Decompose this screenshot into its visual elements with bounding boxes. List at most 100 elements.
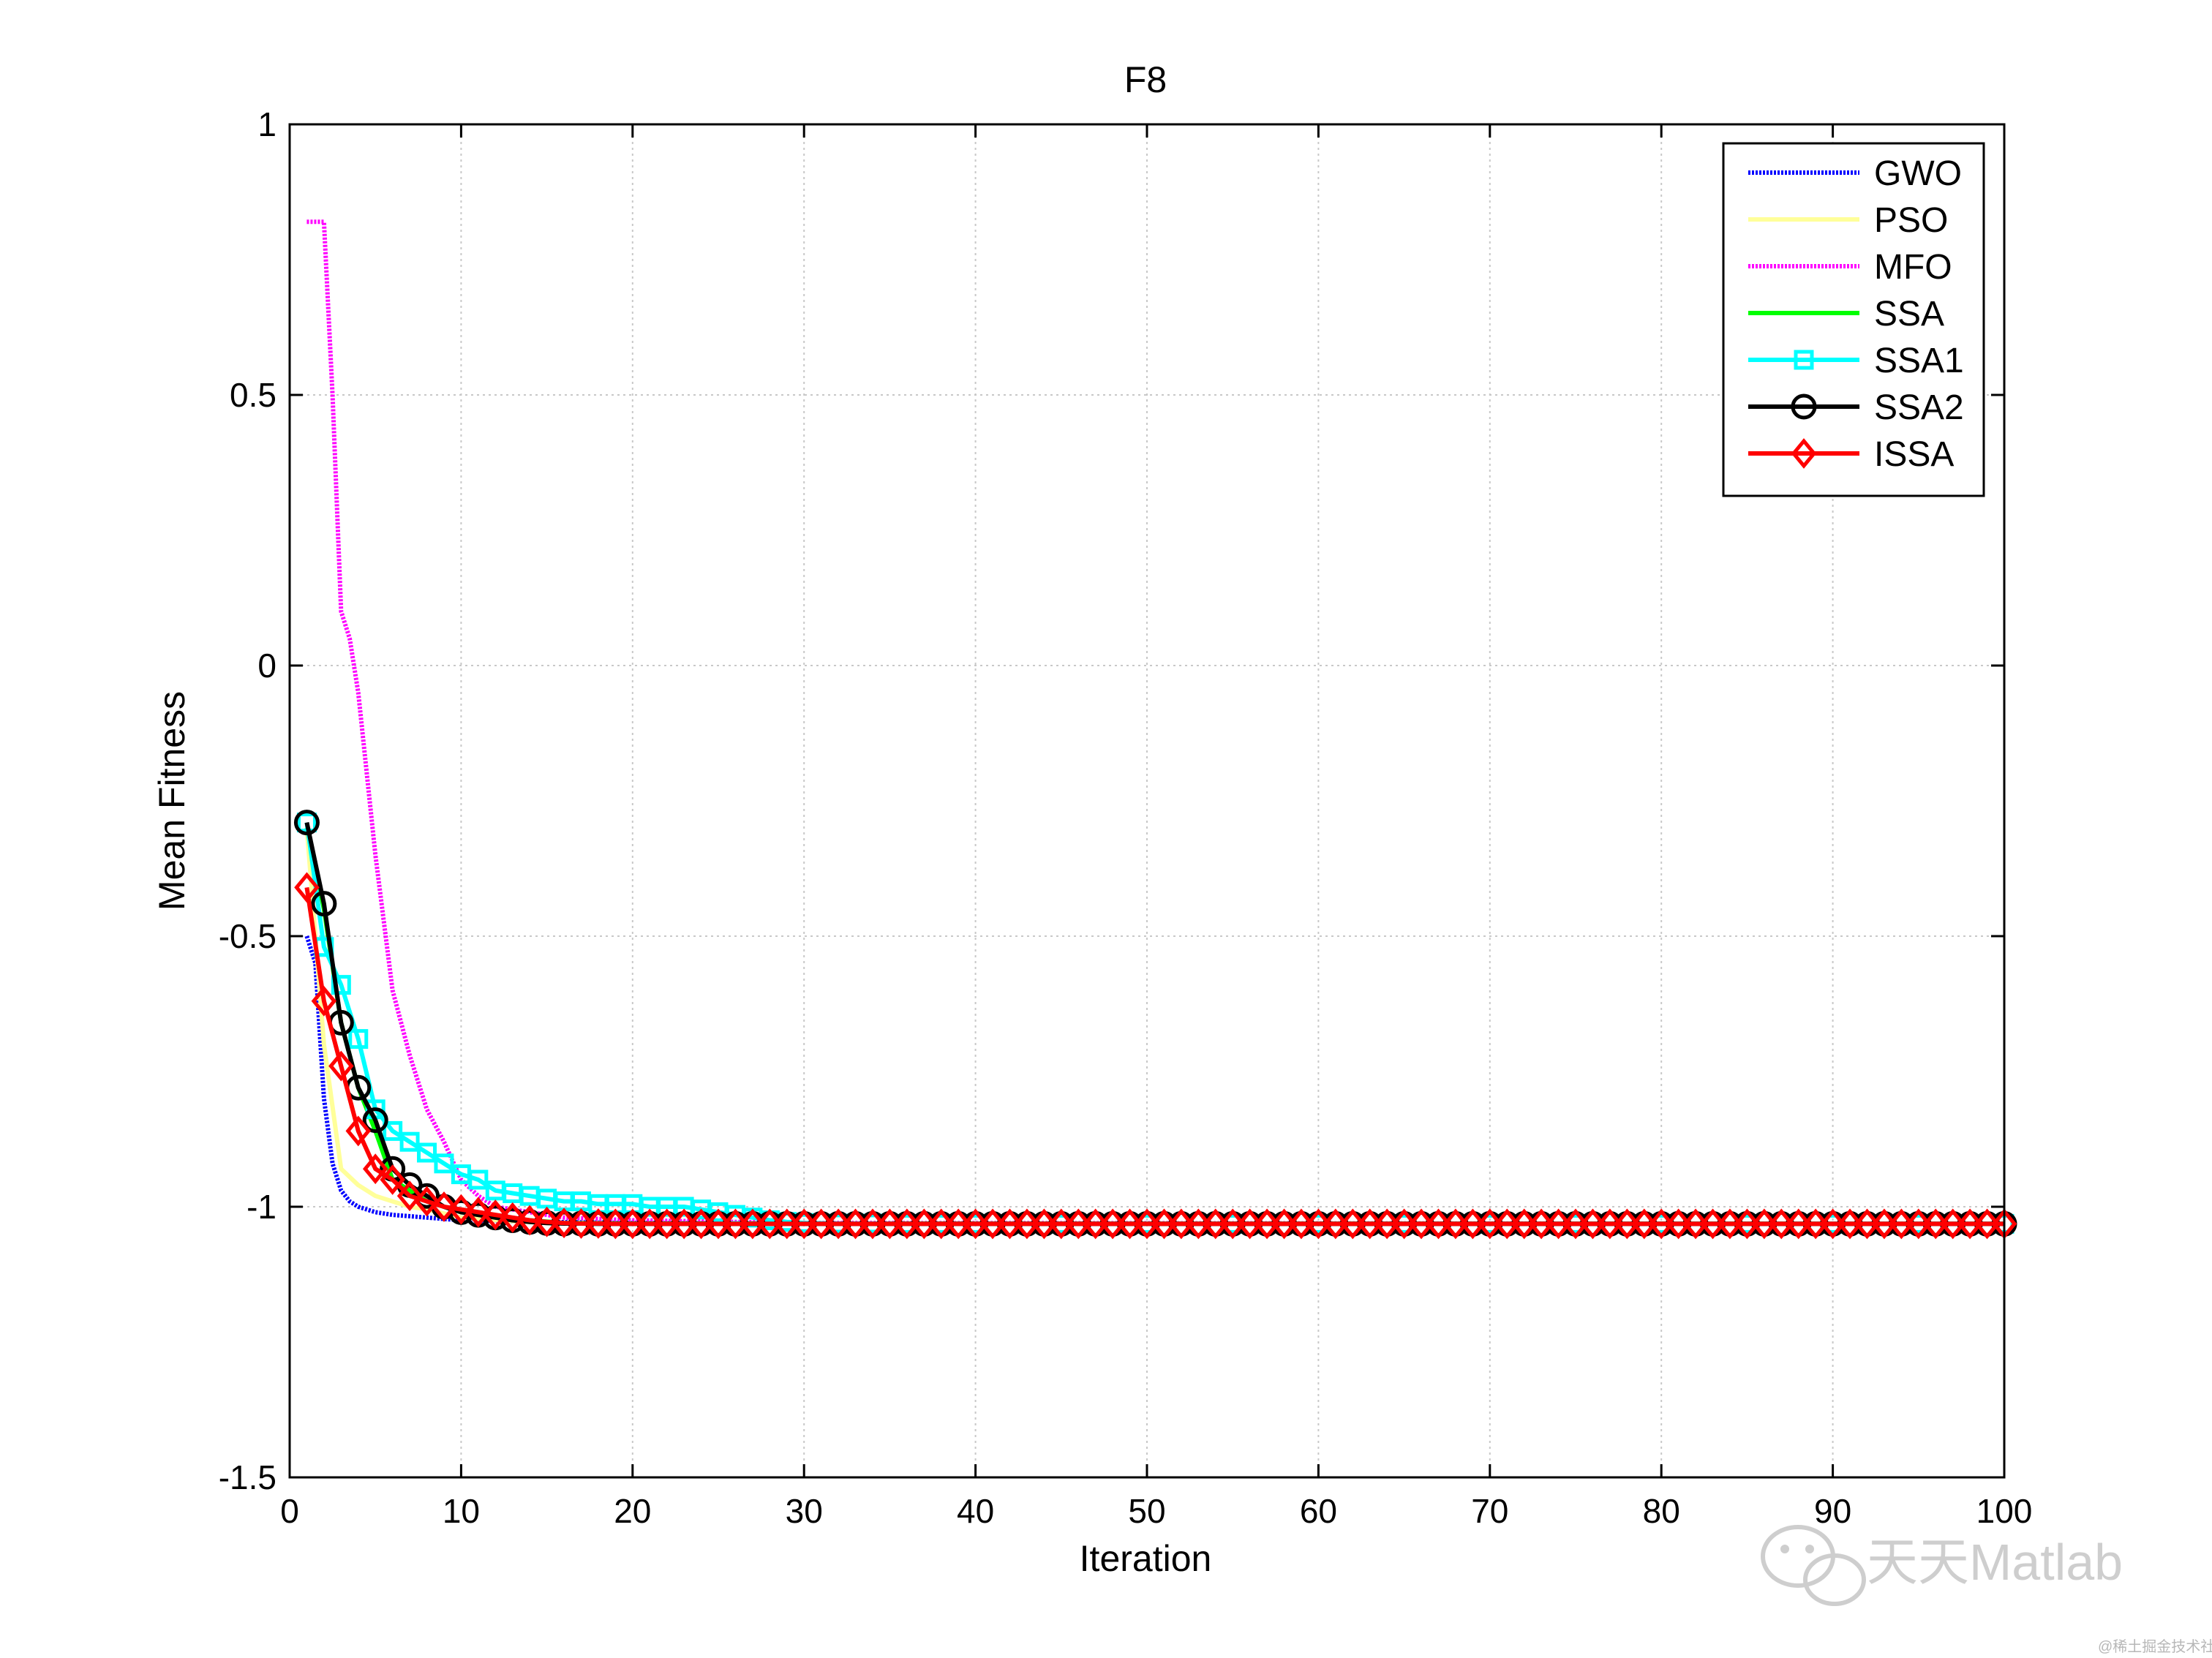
data-point-issa bbox=[414, 1186, 440, 1217]
data-point-issa bbox=[705, 1208, 731, 1240]
data-point-issa bbox=[1751, 1208, 1778, 1240]
data-point-issa bbox=[654, 1208, 680, 1240]
legend-entry-ssa1: SSA1 bbox=[1748, 342, 1964, 380]
legend-entry-ssa: SSA bbox=[1748, 295, 1944, 334]
data-point-issa bbox=[963, 1208, 988, 1240]
data-point-ssa1 bbox=[417, 1142, 437, 1163]
x-axis-label: Iteration bbox=[1080, 1538, 1212, 1579]
series-group bbox=[293, 219, 2017, 1240]
legend-entry-gwo: GWO bbox=[1748, 154, 1962, 193]
x-tick-label: 20 bbox=[614, 1492, 651, 1530]
data-point-issa bbox=[1734, 1208, 1760, 1240]
data-point-issa bbox=[825, 1208, 851, 1240]
x-tick-label: 40 bbox=[957, 1492, 994, 1530]
data-point-ssa1 bbox=[468, 1169, 489, 1190]
data-point-issa bbox=[1460, 1208, 1486, 1240]
data-point-issa bbox=[1151, 1208, 1177, 1240]
legend-entry-pso: PSO bbox=[1748, 201, 1948, 240]
chart-title: F8 bbox=[1124, 59, 1167, 100]
data-point-issa bbox=[1957, 1208, 1983, 1240]
data-point-issa bbox=[1442, 1208, 1469, 1240]
data-point-issa bbox=[1254, 1208, 1280, 1240]
watermark-subtext: @稀土掘金技术社区 bbox=[2098, 1638, 2212, 1655]
data-point-issa bbox=[1306, 1208, 1331, 1240]
y-axis-label: Mean Fitness bbox=[151, 691, 192, 911]
data-point-issa bbox=[808, 1208, 834, 1240]
data-point-ssa1 bbox=[399, 1131, 420, 1152]
legend-marker-ssa2 bbox=[1791, 393, 1817, 420]
data-point-issa bbox=[1528, 1208, 1554, 1240]
data-point-issa bbox=[1666, 1208, 1691, 1240]
series-issa bbox=[294, 872, 2017, 1240]
x-tick-label: 60 bbox=[1300, 1492, 1337, 1530]
data-point-issa bbox=[1066, 1208, 1091, 1240]
data-point-issa bbox=[448, 1194, 474, 1225]
data-point-issa bbox=[791, 1208, 817, 1240]
data-point-issa bbox=[1871, 1208, 1897, 1240]
data-point-issa bbox=[1682, 1208, 1709, 1240]
data-point-issa bbox=[1511, 1208, 1537, 1240]
data-point-issa bbox=[1802, 1208, 1829, 1240]
data-point-issa bbox=[723, 1208, 748, 1240]
x-tick-label: 0 bbox=[280, 1492, 299, 1530]
data-point-issa bbox=[1048, 1208, 1075, 1240]
data-point-issa bbox=[328, 1050, 354, 1082]
legend-entry-issa: ISSA bbox=[1748, 435, 1954, 474]
y-tick-label: -1 bbox=[247, 1188, 276, 1226]
data-point-issa bbox=[1288, 1208, 1314, 1240]
data-point-issa bbox=[1340, 1208, 1366, 1240]
x-tick-labels: 0 10 20 30 40 50 60 70 80 90 100 bbox=[280, 1492, 2032, 1530]
data-point-issa bbox=[877, 1208, 903, 1240]
data-point-issa bbox=[1477, 1208, 1503, 1240]
data-point-issa bbox=[1906, 1208, 1932, 1240]
legend: GWO PSO MFO SSA SSA1 SSA2 ISSA bbox=[1722, 142, 1985, 497]
legend-label-mfo: MFO bbox=[1874, 248, 1952, 287]
data-point-issa bbox=[1614, 1208, 1640, 1240]
data-point-issa bbox=[1099, 1208, 1126, 1240]
plot-background bbox=[290, 124, 2004, 1477]
watermark-text: 天天Matlab bbox=[1867, 1534, 2123, 1591]
data-point-issa bbox=[551, 1207, 577, 1239]
data-point-ssa2 bbox=[311, 891, 337, 917]
y-tick-label: -1.5 bbox=[219, 1458, 276, 1496]
data-point-issa bbox=[774, 1208, 800, 1240]
data-point-issa bbox=[1648, 1208, 1674, 1240]
data-point-issa bbox=[894, 1208, 920, 1240]
data-point-issa bbox=[534, 1206, 560, 1237]
data-point-issa bbox=[1940, 1208, 1965, 1240]
data-point-issa bbox=[345, 1115, 371, 1147]
data-point-issa bbox=[1820, 1208, 1846, 1240]
data-point-issa bbox=[1014, 1208, 1040, 1240]
y-tick-label: 0 bbox=[257, 647, 276, 685]
data-point-issa bbox=[568, 1208, 594, 1239]
data-point-issa bbox=[928, 1208, 954, 1240]
tick-marks bbox=[288, 123, 2006, 1479]
series-line-mfo bbox=[306, 219, 2005, 1226]
data-point-ssa1 bbox=[434, 1153, 454, 1174]
data-point-issa bbox=[757, 1208, 783, 1240]
data-point-issa bbox=[1889, 1208, 1914, 1240]
data-point-issa bbox=[500, 1202, 525, 1233]
data-point-issa bbox=[1203, 1208, 1228, 1240]
data-point-issa bbox=[603, 1208, 628, 1240]
x-tick-label: 10 bbox=[443, 1492, 480, 1530]
data-point-issa bbox=[1357, 1208, 1382, 1240]
series-mfo bbox=[306, 219, 2005, 1226]
legend-box bbox=[1722, 142, 1985, 497]
data-point-issa bbox=[859, 1208, 886, 1240]
data-point-issa bbox=[1854, 1208, 1880, 1240]
legend-entry-ssa2: SSA2 bbox=[1748, 388, 1964, 427]
data-point-issa bbox=[1323, 1208, 1349, 1240]
y-tick-label: 1 bbox=[257, 105, 276, 143]
data-point-issa bbox=[396, 1180, 423, 1212]
data-point-issa bbox=[465, 1197, 492, 1228]
data-point-issa bbox=[843, 1208, 868, 1240]
legend-label-pso: PSO bbox=[1874, 201, 1948, 240]
legend-label-ssa1: SSA1 bbox=[1874, 342, 1964, 380]
x-tick-label: 50 bbox=[1128, 1492, 1165, 1530]
data-point-issa bbox=[1580, 1208, 1606, 1240]
data-point-issa bbox=[1426, 1208, 1451, 1240]
data-point-issa bbox=[516, 1205, 543, 1236]
data-point-ssa1 bbox=[348, 1029, 369, 1050]
